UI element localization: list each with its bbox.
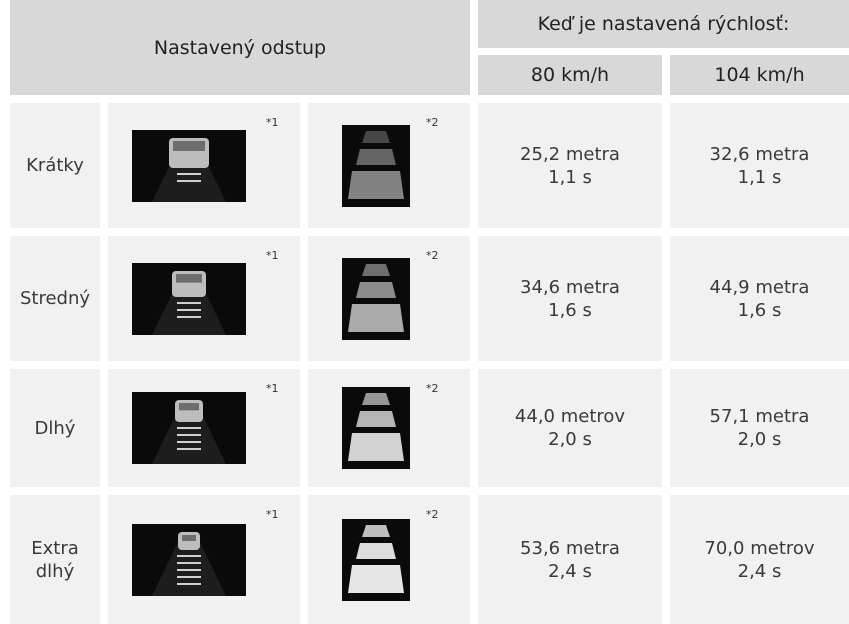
row-label: Krátky xyxy=(10,103,100,228)
car-icon xyxy=(132,262,246,335)
time: 2,4 s xyxy=(548,560,592,582)
value-cell: 53,6 metra 2,4 s xyxy=(478,495,662,624)
car-icon xyxy=(132,129,246,202)
car-icon xyxy=(132,392,246,464)
time: 1,6 s xyxy=(548,299,592,321)
distance: 44,0 metrov xyxy=(514,406,626,427)
label: Krátky xyxy=(26,155,84,176)
time: 2,4 s xyxy=(737,560,782,582)
image-cell: *2 xyxy=(308,495,470,624)
time: 1,1 s xyxy=(548,166,592,188)
distance: 34,6 metra xyxy=(520,276,620,298)
row-label: Dlhý xyxy=(10,369,100,487)
image-cell: *2 xyxy=(308,369,470,487)
time: 1,6 s xyxy=(737,299,782,321)
footnote-marker: *1 xyxy=(266,508,279,521)
header-cell: Nastavený odstup xyxy=(10,0,470,95)
header-cell: Keď je nastavená rýchlosť: xyxy=(478,0,849,48)
image-cell: *1 xyxy=(108,103,300,228)
time: 2,0 s xyxy=(737,429,782,450)
row-label: Extra dlhý xyxy=(10,495,100,624)
row-label: Stredný xyxy=(10,236,100,361)
speed: 80 km/h xyxy=(530,64,610,86)
footnote-marker: *1 xyxy=(266,382,279,395)
value-cell: 44,9 metra 1,6 s xyxy=(670,236,849,361)
header-cell: 104 km/h xyxy=(670,55,849,95)
distance: 53,6 metra xyxy=(520,537,620,559)
car-icon xyxy=(132,523,246,596)
image-cell: *2 xyxy=(308,236,470,361)
image-cell: *1 xyxy=(108,495,300,624)
value-cell: 70,0 metrov 2,4 s xyxy=(670,495,849,624)
footnote-marker: *2 xyxy=(426,249,439,262)
distance: 32,6 metra xyxy=(709,143,810,165)
time: 1,1 s xyxy=(737,166,782,188)
footnote-marker: *1 xyxy=(266,249,279,262)
image-cell: *1 xyxy=(108,236,300,361)
value-cell: 57,1 metra 2,0 s xyxy=(670,369,849,487)
label: Extra dlhý xyxy=(31,537,79,582)
value-cell: 44,0 metrov 2,0 s xyxy=(478,369,662,487)
distance: 70,0 metrov xyxy=(704,537,815,559)
image-cell: *2 xyxy=(308,103,470,228)
speed-title: Keď je nastavená rýchlosť: xyxy=(537,13,790,35)
label: Dlhý xyxy=(34,417,76,439)
header-title: Nastavený odstup xyxy=(153,36,327,59)
road-icon xyxy=(342,387,410,469)
road-icon xyxy=(342,124,410,207)
speed: 104 km/h xyxy=(714,64,805,86)
value-cell: 32,6 metra 1,1 s xyxy=(670,103,849,228)
distance: 25,2 metra xyxy=(520,143,620,165)
label: Stredný xyxy=(19,288,91,309)
value-cell: 25,2 metra 1,1 s xyxy=(478,103,662,228)
road-icon xyxy=(342,518,410,601)
footnote-marker: *2 xyxy=(426,508,439,521)
footnote-marker: *2 xyxy=(426,382,439,395)
time: 2,0 s xyxy=(548,429,592,450)
distance: 44,9 metra xyxy=(709,276,810,298)
image-cell: *1 xyxy=(108,369,300,487)
distance: 57,1 metra xyxy=(709,406,810,427)
road-icon xyxy=(342,257,410,340)
header-cell: 80 km/h xyxy=(478,55,662,95)
footnote-marker: *1 xyxy=(266,116,279,129)
footnote-marker: *2 xyxy=(426,116,439,129)
value-cell: 34,6 metra 1,6 s xyxy=(478,236,662,361)
